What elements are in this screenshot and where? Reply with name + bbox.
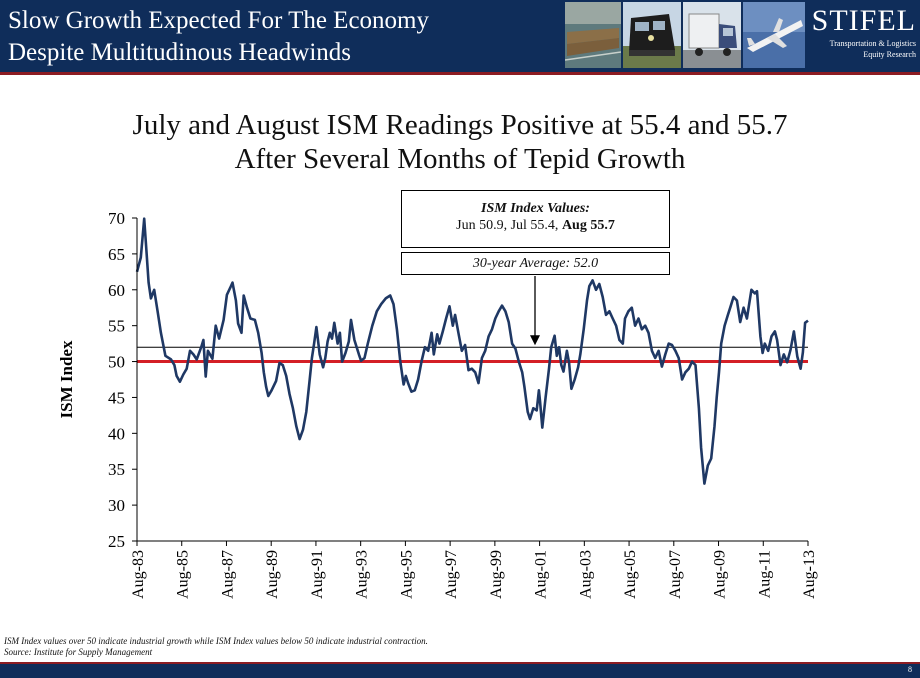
callout-values: Jun 50.9, Jul 55.4, Aug 55.7	[402, 217, 669, 235]
x-tick-label: Aug-07	[667, 550, 684, 599]
x-tick-label: Aug-97	[443, 550, 460, 599]
x-tick-label: Aug-93	[354, 550, 371, 599]
brand-subtitle-2: Equity Research	[863, 50, 916, 59]
y-tick-label: 25	[108, 532, 125, 551]
y-tick-label: 45	[108, 388, 125, 407]
ism-values-callout: ISM Index Values: Jun 50.9, Jul 55.4, Au…	[401, 190, 670, 248]
airplane-photo	[743, 2, 805, 68]
callout-jun: Jun 50.9,	[456, 218, 508, 233]
header-photos	[565, 2, 805, 68]
y-tick-label: 40	[108, 424, 125, 443]
callout-arrowhead	[530, 335, 540, 346]
header-bar: Slow Growth Expected For The Economy Des…	[0, 0, 920, 72]
x-tick-label: Aug-89	[264, 550, 281, 599]
header-title-line1: Slow Growth Expected For The Economy	[8, 7, 429, 34]
callout-jul: Jul 55.4,	[510, 218, 559, 233]
x-tick-label: Aug-09	[712, 550, 729, 599]
x-tick-label: Aug-87	[219, 550, 236, 599]
x-tick-label: Aug-03	[577, 550, 594, 599]
y-tick-label: 65	[108, 245, 125, 264]
stifel-logo: STIFEL Transportation & Logistics Equity…	[808, 4, 916, 68]
header-title: Slow Growth Expected For The Economy Des…	[8, 5, 429, 69]
page-number: 8	[908, 665, 912, 674]
footnote: ISM Index values over 50 indicate indust…	[4, 636, 428, 658]
slide-title: July and August ISM Readings Positive at…	[0, 108, 920, 176]
y-tick-label: 60	[108, 281, 125, 300]
footer-stripe	[0, 662, 920, 664]
y-tick-label: 35	[108, 460, 125, 479]
x-tick-label: Aug-11	[756, 550, 773, 598]
x-tick-label: Aug-05	[622, 550, 639, 599]
brand-name: STIFEL	[811, 4, 916, 37]
callout-aug: Aug 55.7	[561, 218, 615, 233]
y-tick-label: 50	[108, 353, 125, 372]
x-tick-label: Aug-95	[398, 550, 415, 599]
x-axis-ticks: Aug-83 Aug-85 Aug-87 Aug-89 Aug-91 Aug-93 Aug-…	[130, 541, 818, 599]
series-layer	[135, 217, 809, 485]
y-tick-label: 70	[108, 209, 125, 228]
truck-photo	[683, 2, 741, 68]
x-tick-label: Aug-85	[175, 550, 192, 599]
footer-bar: 8	[0, 664, 920, 678]
callout-heading: ISM Index Values:	[481, 201, 590, 216]
x-tick-label: Aug-83	[130, 550, 147, 599]
ism-index-series-line	[135, 217, 809, 485]
y-axis-label: ISM Index	[57, 340, 76, 418]
train-photo	[623, 2, 681, 68]
x-tick-label: Aug-13	[801, 550, 818, 599]
x-tick-label: Aug-01	[533, 550, 550, 599]
slide-title-line1: July and August ISM Readings Positive at…	[132, 109, 788, 141]
header-stripe	[0, 72, 920, 75]
x-tick-label: Aug-91	[309, 550, 326, 599]
x-tick-label: Aug-99	[488, 550, 505, 599]
footnote-line1: ISM Index values over 50 indicate indust…	[4, 636, 428, 646]
barge-photo	[565, 2, 621, 68]
brand-subtitle-1: Transportation & Logistics	[829, 39, 916, 48]
reference-lines	[137, 346, 808, 364]
average-callout: 30-year Average: 52.0	[401, 252, 670, 275]
slide-title-line2: After Several Months of Tepid Growth	[234, 143, 686, 175]
y-tick-label: 30	[108, 496, 125, 515]
footnote-source: Source: Institute for Supply Management	[4, 647, 153, 657]
header-title-line2: Despite Multitudinous Headwinds	[8, 39, 352, 66]
y-tick-label: 55	[108, 317, 125, 336]
y-axis-ticks: 25 30 35 40 45 50 55 60 65 70	[108, 209, 137, 551]
